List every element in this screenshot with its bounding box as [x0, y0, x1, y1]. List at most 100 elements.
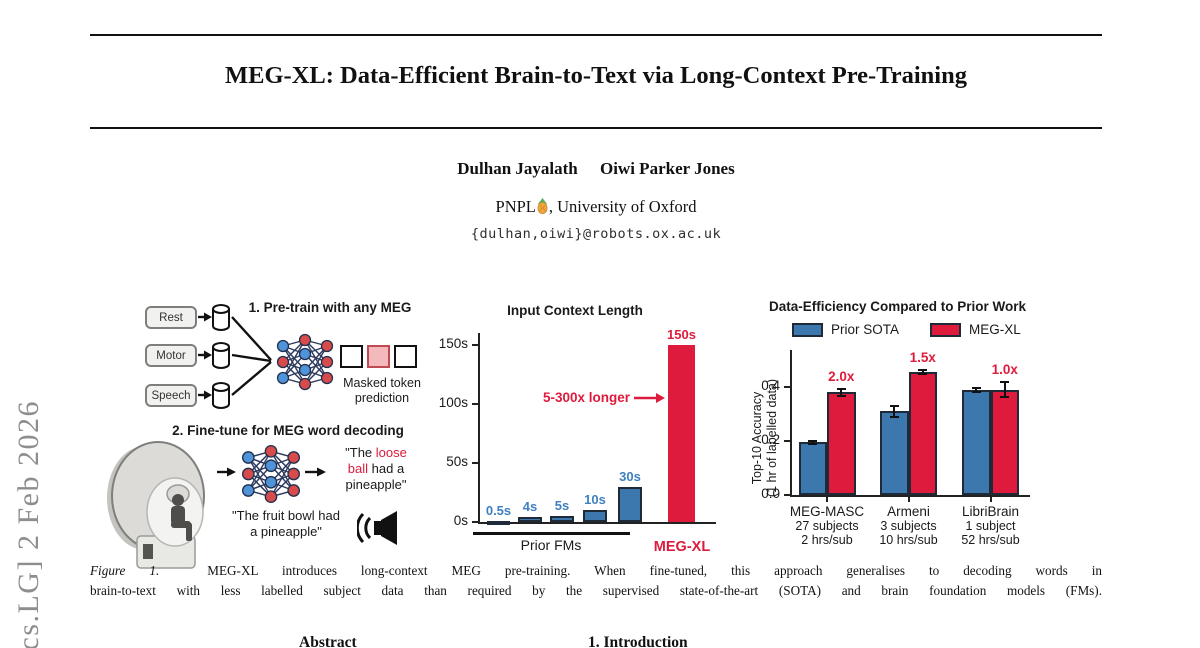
- annotation-arrow-icon: [634, 393, 665, 403]
- email-line: {dulhan,oiwi}@robots.ox.ac.uk: [470, 226, 722, 242]
- bar-value-label: 150s: [667, 327, 696, 342]
- caption-line1: MEG-XL introduces long-context MEG pre-t…: [207, 563, 1103, 578]
- predicted-text: "The loose ball had a pineapple": [345, 445, 407, 492]
- multiplier-label: 2.0x: [828, 369, 855, 385]
- error-bar-cap: [889, 404, 899, 407]
- y-tick: [472, 403, 479, 405]
- error-bar: [975, 387, 978, 392]
- longer-annotation: 5-300x longer: [542, 390, 630, 405]
- bar-value-label: 5s: [554, 498, 570, 514]
- meg-scanner-image: [107, 441, 205, 569]
- context-bar: [618, 486, 642, 522]
- affiliation-name: PNPL: [495, 197, 536, 216]
- bar-value-label: 0.5s: [485, 502, 512, 518]
- connector-arrows: [198, 312, 326, 477]
- error-bar-cap: [1000, 381, 1010, 384]
- chart1-plot-area: 0s 50s 100s 150s 0.5s 4s 5s 10s 30s 150s: [435, 295, 725, 560]
- error-bar-cap: [1000, 396, 1010, 399]
- title-rule-top: [90, 34, 1102, 36]
- error-bar-cap: [971, 390, 981, 393]
- y-tick: [784, 386, 791, 388]
- chart2-plot-area: 0.0 0.2 0.4 MEG-MASC 27 subjects 2 hrs/sub 2.0…: [725, 295, 1103, 560]
- error-bar-cap: [836, 394, 846, 397]
- title-rule-bottom: [90, 127, 1102, 129]
- x-tick: [826, 497, 828, 502]
- author-line: Dulhan Jayalath Oiwi Parker Jones: [90, 159, 1102, 179]
- x-axis: [790, 495, 1030, 497]
- masked-token-label: Masked token prediction: [343, 376, 421, 405]
- context-bar: [668, 345, 695, 522]
- error-bar-cap: [971, 386, 981, 389]
- error-bar: [893, 405, 896, 417]
- prior-fms-label: Prior FMs: [520, 537, 582, 553]
- arxiv-sidebar-text: [cs.LG] 2 Feb 2026: [12, 400, 45, 648]
- error-bar-cap: [836, 388, 846, 391]
- dataset-box-motor: Motor: [145, 344, 197, 367]
- legend-meg-xl: MEG-XL: [930, 322, 1021, 337]
- legend-prior-sota: Prior SOTA: [792, 322, 899, 337]
- legend-swatch-red: [930, 322, 961, 337]
- masked-token-square: [367, 345, 390, 368]
- bar-value-label: 30s: [619, 468, 641, 484]
- context-bar: [487, 520, 510, 525]
- token-square: [340, 345, 363, 368]
- chart2-title: Data-Efficiency Compared to Prior Work: [768, 299, 1027, 314]
- legend-swatch-blue: [792, 322, 823, 337]
- y-tick-label: 0.4: [761, 378, 780, 393]
- input-context-chart: Input Context Length 0s 50s 100s 150s 0.5s 4s…: [435, 295, 725, 560]
- y-axis: [790, 350, 792, 497]
- y-tick-label: 150s: [438, 336, 468, 351]
- affiliation-line: PNPL , University of Oxford: [90, 197, 1102, 217]
- context-bar: [583, 510, 607, 522]
- bar-value-label: 4s: [522, 499, 538, 515]
- y-tick-label: 0.2: [761, 432, 780, 447]
- error-bar: [921, 369, 924, 375]
- x-group-label: Armeni 3 subjects 10 hrs/sub: [879, 504, 938, 548]
- y-tick-label: 0s: [453, 513, 468, 528]
- paper-title: MEG-XL: Data-Efficient Brain-to-Text via…: [225, 62, 967, 89]
- dataset-box-rest: Rest: [145, 306, 197, 329]
- prior-fms-bracket: [473, 532, 630, 535]
- meg-xl-bar: [990, 389, 1019, 495]
- pretrain-heading: 1. Pre-train with any MEG: [248, 300, 412, 315]
- error-bar: [1003, 382, 1006, 398]
- prior-sota-bar: [798, 442, 827, 495]
- x-group-label: LibriBrain 1 subject 52 hrs/sub: [961, 504, 1020, 548]
- meg-xl-label: MEG-XL: [653, 539, 711, 555]
- prior-sota-bar: [962, 389, 991, 495]
- y-tick: [472, 521, 479, 523]
- finetune-heading: 2. Fine-tune for MEG word decoding: [172, 423, 404, 438]
- stimulus-text: "The fruit bowl had a pineapple": [232, 508, 340, 539]
- caption-line2: brain-to-text with less labelled subject…: [90, 583, 1102, 598]
- token-square: [394, 345, 417, 368]
- dataset-box-speech: Speech: [145, 384, 197, 407]
- neural-network-icon: [241, 444, 301, 504]
- chart1-title: Input Context Length: [507, 303, 643, 318]
- error-bar: [840, 389, 843, 396]
- figure-caption: Figure 1. MEG-XL introduces long-context…: [90, 561, 1102, 601]
- database-icon: [212, 382, 230, 409]
- multiplier-label: 1.0x: [991, 362, 1018, 378]
- context-bar: [550, 516, 574, 522]
- y-tick-label: 0.0: [761, 486, 780, 501]
- neural-network-icon: [276, 333, 334, 391]
- meg-xl-bar: [908, 372, 937, 495]
- speaker-icon: [357, 511, 397, 545]
- prior-sota-bar: [880, 411, 909, 495]
- y-tick: [784, 494, 791, 496]
- x-tick: [907, 497, 910, 502]
- y-tick: [472, 344, 479, 346]
- meg-xl-bar: [827, 392, 856, 495]
- error-bar-cap: [808, 442, 818, 445]
- bar-value-label: 10s: [584, 492, 606, 508]
- x-group-label: MEG-MASC 27 subjects 2 hrs/sub: [789, 504, 865, 548]
- error-bar-cap: [808, 440, 818, 442]
- y-tick-label: 50s: [446, 454, 468, 469]
- error-bar-cap: [889, 415, 899, 418]
- data-efficiency-chart: Data-Efficiency Compared to Prior Work P…: [725, 295, 1103, 560]
- pineapple-icon: [536, 197, 549, 216]
- abstract-heading: Abstract: [299, 634, 357, 648]
- y-axis: [478, 333, 480, 524]
- x-axis: [478, 522, 716, 524]
